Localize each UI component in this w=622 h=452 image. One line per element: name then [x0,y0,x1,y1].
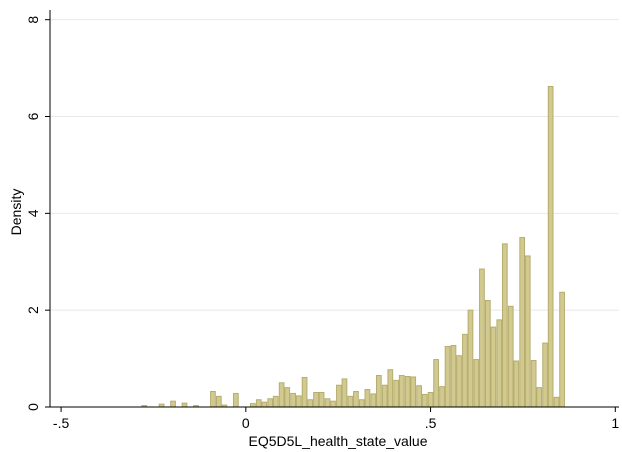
histogram-bar [341,378,348,408]
histogram-bar [370,393,377,408]
y-tick-label: 6 [25,112,41,120]
histogram-bar [473,359,480,408]
histogram-bar [450,345,457,408]
histogram-bar [267,398,274,408]
histogram-bar [381,384,388,408]
histogram-bar [170,400,176,408]
histogram-bar [330,400,336,408]
histogram-bar [479,268,485,408]
x-tick-label: .5 [425,415,437,431]
histogram-bar [393,379,400,408]
gridlines [50,19,619,311]
y-axis-title: Density [8,189,24,236]
histogram-bar [232,392,239,408]
histogram-bar [490,326,497,408]
histogram-bar [462,333,468,408]
histogram-bar [215,395,222,408]
histogram-bar [484,299,491,408]
histogram-bar [501,243,508,408]
histogram-bar [307,399,313,408]
histogram-bar [456,355,462,408]
histogram-bar [284,387,291,408]
histogram-bar [427,391,434,408]
histogram-bar [347,395,354,408]
y-tick-label: 8 [25,16,41,24]
histogram-bar [519,237,526,408]
histogram-bar [290,392,296,408]
histogram-bar [210,391,216,408]
histogram-bar [336,384,342,408]
histogram-bar [313,391,319,408]
histogram-bar [467,309,474,408]
histogram-bar [261,401,268,408]
x-axis-title: EQ5D5L_health_state_value [248,433,427,449]
histogram-bar [524,255,531,408]
histogram-bar [249,403,256,408]
y-ticks: 0 2 4 6 8 [25,16,50,411]
histogram-bar [416,385,422,408]
histogram-bar [375,375,382,408]
histogram-bar [433,359,439,408]
histogram-bar [358,399,365,408]
histogram-bar [530,360,537,408]
x-ticks: -.5 0 .5 1 [53,407,619,431]
histogram-bar [301,376,308,408]
histogram-bar [559,291,565,408]
histogram-bar [542,342,548,408]
histogram-bar [421,393,428,408]
histogram-bar [387,369,394,408]
histogram-bar [507,305,514,408]
y-tick-label: 4 [25,209,41,217]
y-tick-label: 2 [25,306,41,314]
histogram-bar [439,386,445,408]
histogram-bar [364,389,371,408]
x-tick-label: 1 [611,415,619,431]
histogram-bar [272,395,279,408]
histogram-bar [536,387,543,408]
histogram-bar [398,375,405,408]
histogram-bar [410,376,417,408]
histogram-bar [404,375,411,408]
histogram-bar [444,345,451,408]
histogram-bar [324,398,331,408]
histogram-bar [547,85,554,408]
histogram-bar [318,391,325,408]
histogram-bar [295,395,302,408]
histogram-bar [278,382,285,408]
histogram-bar [353,391,359,408]
histogram-bar [255,399,262,408]
histogram-bar [496,319,503,408]
histogram-bar [181,402,188,408]
x-tick-label: 0 [242,415,250,431]
y-tick-label: 0 [25,403,41,411]
histogram-bar [513,360,520,408]
histogram-bar [553,396,560,408]
histogram-bars [141,85,565,408]
x-tick-label: -.5 [53,415,70,431]
axes [49,10,619,408]
